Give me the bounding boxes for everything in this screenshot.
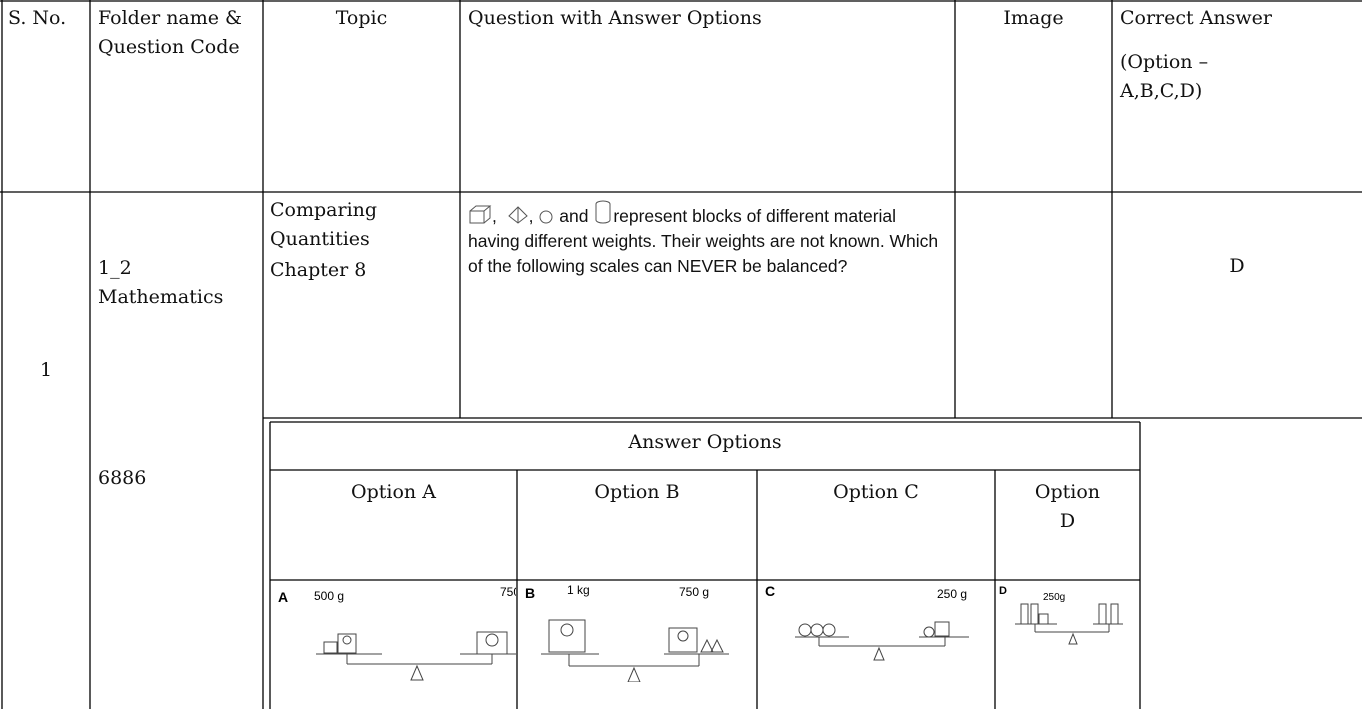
weight-label: 500 g bbox=[314, 589, 344, 603]
weight-label: 750 bbox=[500, 585, 516, 599]
cube-icon bbox=[469, 205, 492, 224]
header-cell: Image bbox=[1003, 7, 1064, 29]
option-label: Option C bbox=[833, 481, 919, 503]
scale-figure: D 250g bbox=[999, 585, 1123, 645]
option-label: Option A bbox=[351, 481, 436, 503]
cylinder-icon bbox=[595, 200, 611, 224]
topic: Comparing Quantities bbox=[270, 199, 378, 250]
serial-number: 1 bbox=[39, 359, 53, 381]
option-label: Option B bbox=[594, 481, 680, 503]
weight-label: 250 g bbox=[937, 587, 967, 601]
weight-label: 250g bbox=[1043, 592, 1065, 603]
sphere-icon bbox=[539, 210, 553, 224]
option-label: Option D bbox=[1034, 481, 1101, 532]
header-cell: S. No. bbox=[8, 7, 67, 29]
separator: , bbox=[492, 206, 497, 226]
chapter: Chapter 8 bbox=[270, 259, 367, 281]
scale-figure: A 500 g 750 bbox=[278, 585, 516, 681]
header-cell: Correct Answer bbox=[1120, 7, 1272, 29]
scale-figure: C 250 g bbox=[765, 583, 969, 661]
figure-letter: A bbox=[278, 589, 288, 605]
question-text: represent blocks of different material h… bbox=[468, 206, 939, 276]
header-cell: Topic bbox=[335, 7, 388, 29]
correct-answer: D bbox=[1229, 255, 1245, 277]
conjunction: and bbox=[559, 206, 589, 226]
figure-letter: C bbox=[765, 583, 775, 599]
weight-label: 750 g bbox=[679, 585, 709, 599]
pyramid-icon bbox=[507, 206, 528, 224]
header-cell: Question with Answer Options bbox=[468, 7, 762, 29]
header-cell: Folder name & Question Code bbox=[98, 7, 242, 58]
question: , , and represent blocks of different ma… bbox=[468, 200, 950, 279]
answer-options-title: Answer Options bbox=[628, 431, 782, 453]
figure-letter: D bbox=[999, 585, 1007, 597]
scale-figure: B 1 kg 750 g bbox=[525, 583, 729, 682]
weight-label: 1 kg bbox=[567, 583, 590, 597]
figure-letter: B bbox=[525, 585, 535, 601]
separator: , bbox=[528, 206, 534, 226]
folder-name: 1_2 Mathematics bbox=[98, 257, 224, 308]
question-code: 6886 bbox=[98, 467, 147, 489]
answer-format: (Option – A,B,C,D) bbox=[1120, 51, 1209, 102]
